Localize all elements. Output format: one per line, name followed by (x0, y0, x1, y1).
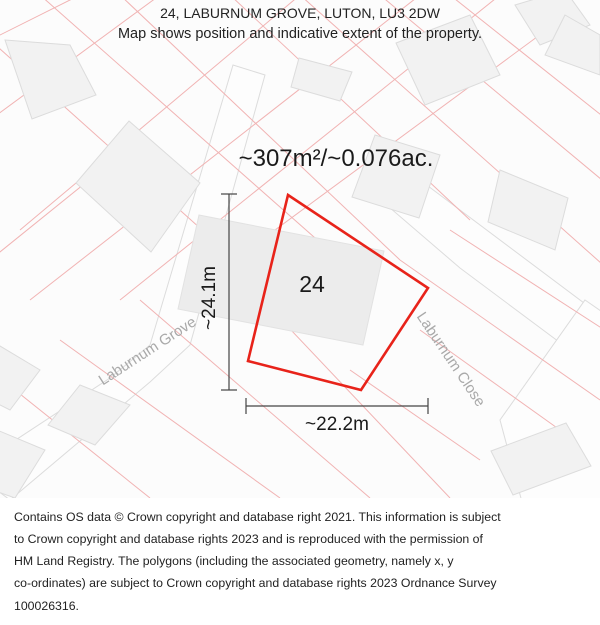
svg-text:~24.1m: ~24.1m (199, 266, 220, 330)
svg-text:24: 24 (299, 271, 325, 297)
svg-text:~22.2m: ~22.2m (305, 414, 369, 435)
svg-text:~307m²/~0.076ac.: ~307m²/~0.076ac. (239, 145, 434, 172)
